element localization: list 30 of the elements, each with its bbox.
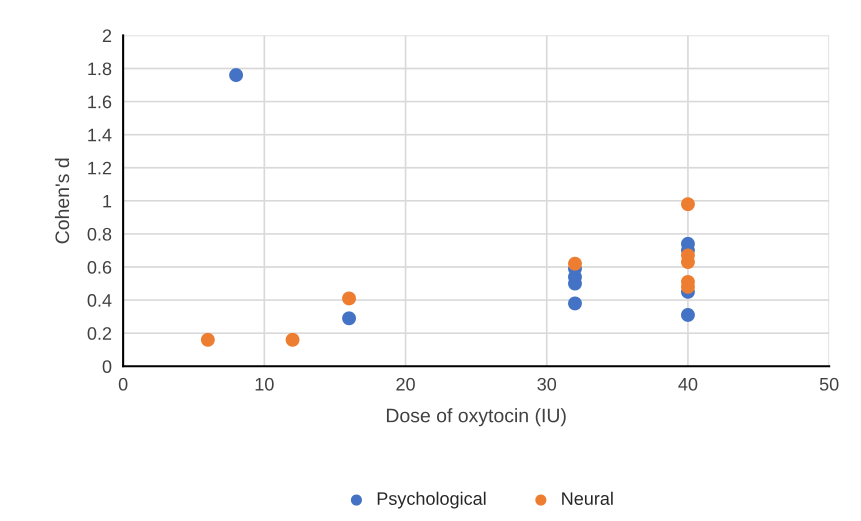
x-tick-label: 40 — [678, 378, 698, 391]
y-tick-label: 1.4 — [88, 128, 112, 142]
point — [286, 332, 300, 347]
legend-label: Psychological — [378, 492, 486, 509]
x-tick-label: 30 — [537, 378, 556, 391]
x-tick-label: 10 — [256, 378, 274, 391]
y-tick-label: 0.8 — [88, 228, 112, 241]
legend-label: Neural — [562, 492, 613, 505]
point — [229, 68, 244, 82]
point — [680, 197, 695, 212]
point — [342, 291, 356, 306]
y-tick-label: 1 — [103, 194, 112, 208]
x-tick-label: 20 — [396, 378, 415, 391]
y-tick-label: 0 — [102, 360, 112, 373]
point — [200, 332, 215, 347]
x-axis-title: Dose of oxytocin (IU) — [386, 408, 566, 426]
point — [680, 308, 695, 322]
y-axis-title: Cohen's d — [54, 158, 70, 244]
x-tick-label: 50 — [820, 378, 838, 391]
point — [342, 311, 356, 326]
y-tick-label: 1.2 — [88, 162, 112, 174]
point — [568, 256, 582, 271]
y-tick-label: 1.6 — [88, 96, 112, 108]
y-tick-label: 0.6 — [88, 260, 112, 274]
y-tick-label: 1.8 — [88, 62, 112, 76]
y-tick-label: 0.2 — [88, 327, 112, 340]
x-tick-label: 0 — [118, 378, 128, 391]
y-tick-label: 0.4 — [88, 294, 112, 307]
y-tick-label: 2 — [102, 29, 112, 42]
point — [568, 296, 582, 310]
